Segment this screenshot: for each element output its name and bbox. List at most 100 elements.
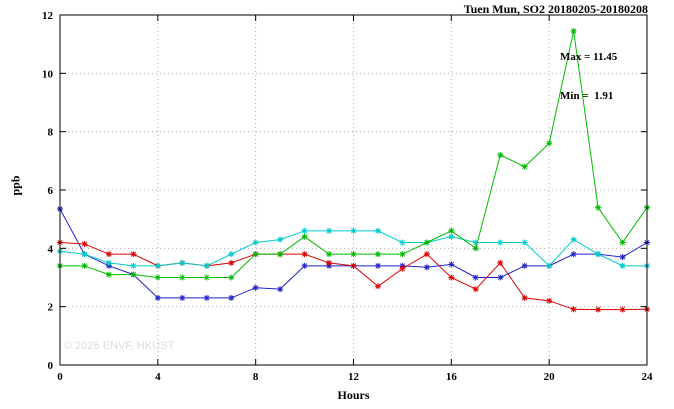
marker [203,274,210,281]
y-axis-label: ppb [8,175,23,196]
tick-label: 8 [253,371,259,383]
marker [301,227,308,234]
marker [619,306,626,313]
marker [277,236,284,243]
min-annotation: Min = 1.91 [560,90,614,102]
marker [81,251,88,258]
marker [546,297,553,304]
marker [423,264,430,271]
marker [472,245,479,252]
marker [595,306,602,313]
series-cyan [57,227,650,269]
marker [448,233,455,240]
marker [570,28,577,35]
marker [154,274,161,281]
marker [277,286,284,293]
marker [521,294,528,301]
marker [497,239,504,246]
marker [448,274,455,281]
marker [81,240,88,247]
marker [350,251,357,258]
marker [595,204,602,211]
marker [619,254,626,261]
marker [497,274,504,281]
tick-label: 4 [155,371,161,383]
x-axis-label: Hours [337,388,370,402]
marker [130,251,137,258]
marker [399,265,406,272]
marker [228,259,235,266]
marker [203,262,210,269]
marker [326,251,333,258]
marker [521,262,528,269]
tick-label: 16 [446,371,458,383]
marker [374,262,381,269]
marker [301,251,308,258]
marker [277,251,284,258]
max-min-annotation: Max = 11.45 Min = 1.91 [560,25,617,129]
marker [130,262,137,269]
marker [105,251,112,258]
series-line-green [60,30,648,278]
marker [203,294,210,301]
marker [228,251,235,258]
marker [374,283,381,290]
marker [595,251,602,258]
marker [301,262,308,269]
marker [423,251,430,258]
marker [81,262,88,269]
marker [570,306,577,313]
marker [252,239,259,246]
tick-label: 10 [42,68,54,80]
marker [472,274,479,281]
marker [374,251,381,258]
marker [546,262,553,269]
marker [350,262,357,269]
tick-label: 12 [348,371,360,383]
marker [326,227,333,234]
marker [105,271,112,278]
marker [179,259,186,266]
marker [546,140,553,147]
marker [301,233,308,240]
marker [154,262,161,269]
tick-label: 12 [42,10,54,22]
tick-label: 8 [48,127,54,139]
marker [179,274,186,281]
marker [423,239,430,246]
marker [130,271,137,278]
marker [105,259,112,266]
tick-label: 0 [57,371,63,383]
marker [619,262,626,269]
marker [228,294,235,301]
marker [570,236,577,243]
marker [154,294,161,301]
marker [570,251,577,258]
tick-label: 2 [48,302,54,314]
series-green [57,28,650,281]
marker [326,259,333,266]
marker [448,227,455,234]
chart-title: Tuen Mun, SO2 20180205-20180208 [463,2,648,16]
marker [252,284,259,291]
marker [179,294,186,301]
marker [448,261,455,268]
marker [619,239,626,246]
watermark: © 2026 ENVF, HKUST [64,340,175,352]
tick-label: 6 [48,185,54,197]
marker [497,259,504,266]
marker [521,239,528,246]
marker [497,152,504,158]
marker [472,286,479,293]
tick-label: 4 [48,243,54,255]
tick-label: 20 [544,371,556,383]
tick-label: 0 [48,360,54,372]
max-annotation: Max = 11.45 [560,51,618,63]
gridlines [60,15,647,365]
marker [374,227,381,234]
marker [399,239,406,246]
marker [350,227,357,234]
